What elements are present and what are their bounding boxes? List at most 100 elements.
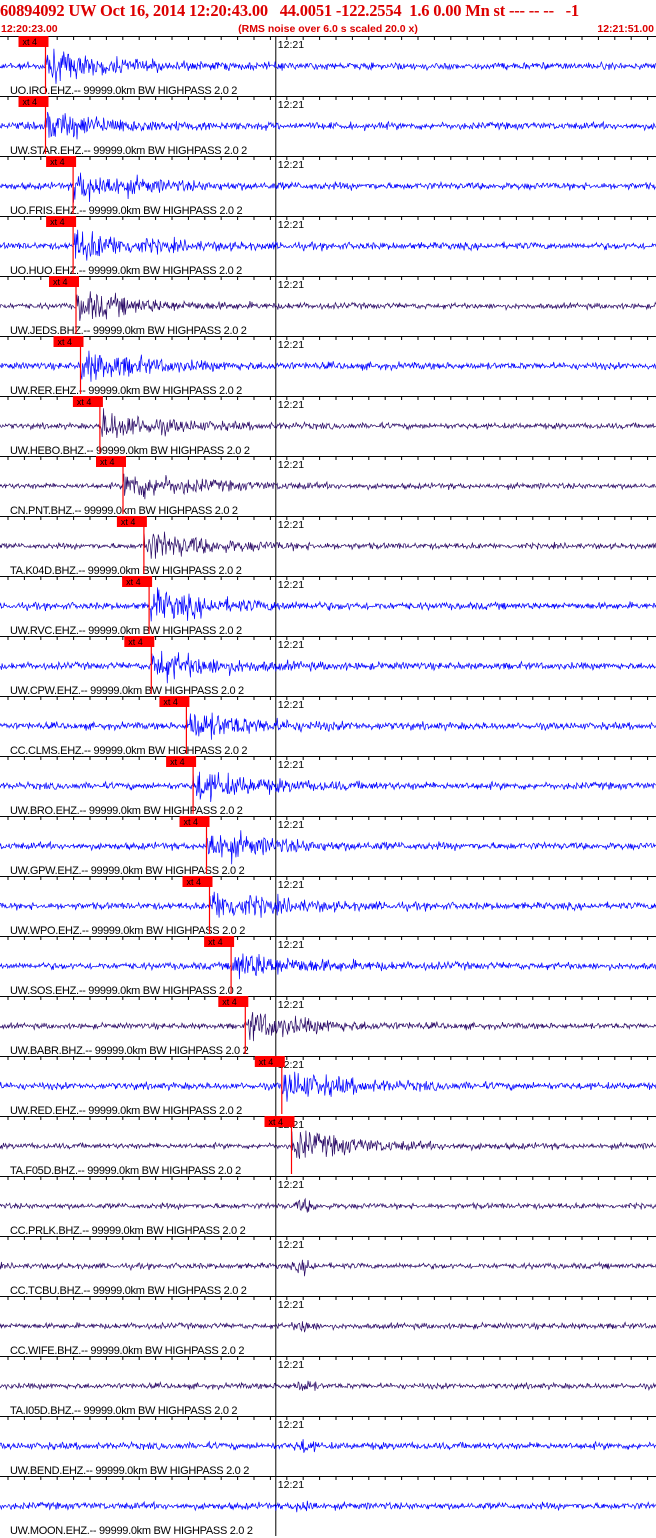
- pick-label: xt 4: [58, 337, 73, 347]
- station-label: UO.HUO.EHZ.-- 99999.0km BW HIGHPASS 2.0 …: [10, 265, 242, 277]
- trace-panel: 12:21 UW.RER.EHZ.-- 99999.0km BW HIGHPASS…: [0, 336, 656, 397]
- minute-label: 12:21: [278, 1479, 304, 1491]
- trace-panel: 12:21 UW.BABR.BHZ.-- 99999.0km BW HIGHPAS…: [0, 996, 656, 1057]
- trace-panel: 12:21 CC.TCBU.BHZ.-- 99999.0km BW HIGHPAS…: [0, 1236, 656, 1297]
- pick-marker: [254, 1056, 285, 1067]
- minute-label: 12:21: [278, 1419, 304, 1431]
- minute-label: 12:21: [278, 879, 304, 891]
- station-label: UW.RVC.EHZ.-- 99999.0km BW HIGHPASS 2.0 …: [10, 625, 242, 637]
- minute-label: 12:21: [278, 819, 304, 831]
- waveform: [0, 172, 656, 203]
- station-label: UW.RED.EHZ.-- 99999.0km BW HIGHPASS 2.0 …: [10, 1105, 242, 1117]
- station-label: UW.BRO.EHZ.-- 99999.0km BW HIGHPASS 2.0 …: [10, 805, 243, 817]
- waveform: [0, 1259, 656, 1277]
- minute-label: 12:21: [278, 759, 304, 771]
- pick-marker: [159, 696, 190, 707]
- waveform: [0, 350, 656, 382]
- pick-marker: [46, 156, 77, 167]
- station-label: CN.PNT.BHZ.-- 99999.0km BW HIGHPASS 2.0 …: [10, 505, 238, 517]
- pick-label: xt 4: [128, 637, 143, 647]
- pick-label: xt 4: [208, 937, 223, 947]
- station-label: CC.TCBU.BHZ.-- 99999.0km BW HIGHPASS 2.0…: [10, 1285, 247, 1297]
- waveform: [0, 1197, 656, 1213]
- trace-panel: 12:21 UW.CPW.EHZ.-- 99999.0km BW HIGHPASS…: [0, 636, 656, 697]
- waveform: [0, 1380, 656, 1391]
- station-label: UW.SOS.EHZ.-- 99999.0km BW HIGHPASS 2.0 …: [10, 985, 242, 997]
- waveform: [0, 712, 656, 740]
- waveform: [0, 291, 656, 321]
- pick-marker: [122, 576, 153, 587]
- waveform: [0, 1439, 656, 1453]
- trace-panel: 12:21 TA.I05D.BHZ.-- 99999.0km BW HIGHPAS…: [0, 1356, 656, 1417]
- minute-label: 12:21: [278, 999, 304, 1011]
- pick-marker: [218, 996, 249, 1007]
- waveform: [0, 531, 656, 559]
- trace-panel: 12:21 UW.MOON.EHZ.-- 99999.0km BW HIGHPAS…: [0, 1476, 656, 1537]
- trace-panel: 12:21 CC.CLMS.EHZ.-- 99999.0km BW HIGHPAS…: [0, 696, 656, 757]
- minute-label: 12:21: [278, 399, 304, 411]
- waveform: [0, 830, 656, 865]
- pick-label: xt 4: [126, 577, 141, 587]
- minute-label: 12:21: [278, 339, 304, 351]
- trace-panel: 12:21 UW.SOS.EHZ.-- 99999.0km BW HIGHPASS…: [0, 936, 656, 997]
- rms-note: (RMS noise over 6.0 s scaled 20.0 x): [238, 23, 418, 35]
- page-title: 60894092 UW Oct 16, 2014 12:20:43.00 44.…: [0, 1, 579, 20]
- trace-panel: 12:21 CC.WIFE.BHZ.-- 99999.0km BW HIGHPAS…: [0, 1296, 656, 1357]
- station-label: UW.CPW.EHZ.-- 99999.0km BW HIGHPASS 2.0 …: [10, 685, 244, 697]
- station-label: UW.MOON.EHZ.-- 99999.0km BW HIGHPASS 2.0…: [10, 1525, 253, 1537]
- minute-label: 12:21: [278, 1179, 304, 1191]
- minute-label: 12:21: [278, 639, 304, 651]
- trace-panel: 12:21 UW.BRO.EHZ.-- 99999.0km BW HIGHPASS…: [0, 756, 656, 817]
- pick-marker: [46, 216, 77, 227]
- waveform: [0, 953, 656, 980]
- station-label: CC.CLMS.EHZ.-- 99999.0km BW HIGHPASS 2.0…: [10, 745, 247, 757]
- station-label: CC.WIFE.BHZ.-- 99999.0km BW HIGHPASS 2.0…: [10, 1345, 244, 1357]
- minute-label: 12:21: [278, 459, 304, 471]
- pick-label: xt 4: [187, 877, 202, 887]
- trace-panel: 12:21 UO.IRO.EHZ.-- 99999.0km BW HIGHPASS…: [0, 36, 656, 97]
- pick-marker: [116, 516, 147, 527]
- pick-label: xt 4: [50, 157, 65, 167]
- pick-marker: [49, 276, 79, 287]
- minute-label: 12:21: [278, 519, 304, 531]
- station-label: UW.BEND.EHZ.-- 99999.0km BW HIGHPASS 2.0…: [10, 1465, 249, 1477]
- waveform: [0, 1500, 656, 1513]
- pick-marker: [124, 636, 155, 647]
- pick-label: xt 4: [23, 97, 38, 107]
- minute-label: 12:21: [278, 1239, 304, 1251]
- trace-panel: 12:21 UW.HEBO.BHZ.-- 99999.0km BW HIGHPAS…: [0, 396, 656, 457]
- waveform: [0, 111, 656, 140]
- pick-label: xt 4: [170, 757, 185, 767]
- minute-label: 12:21: [278, 219, 304, 231]
- station-label: UO.FRIS.EHZ.-- 99999.0km BW HIGHPASS 2.0…: [10, 205, 242, 217]
- end-time-label: 12:21:51.00: [597, 23, 654, 35]
- pick-marker: [18, 96, 49, 107]
- minute-label: 12:21: [278, 99, 304, 111]
- pick-label: xt 4: [269, 1117, 284, 1127]
- station-label: UW.RER.EHZ.-- 99999.0km BW HIGHPASS 2.0 …: [10, 385, 242, 397]
- station-label: CC.PRLK.BHZ.-- 99999.0km BW HIGHPASS 2.0…: [10, 1225, 246, 1237]
- pick-label: xt 4: [184, 817, 199, 827]
- station-label: UW.BABR.BHZ.-- 99999.0km BW HIGHPASS 2.0…: [10, 1045, 249, 1057]
- pick-label: xt 4: [100, 457, 115, 467]
- station-label: UW.HEBO.BHZ.-- 99999.0km BW HIGHPASS 2.0…: [10, 445, 250, 457]
- pick-marker: [96, 456, 126, 467]
- waveform: [0, 1321, 656, 1333]
- waveform: [0, 891, 656, 918]
- pick-marker: [264, 1116, 295, 1127]
- waveform: [0, 229, 656, 261]
- waveform: [0, 771, 656, 803]
- waveform: [0, 48, 656, 84]
- trace-panel: 12:21 UW.STAR.EHZ.-- 99999.0km BW HIGHPAS…: [0, 96, 656, 157]
- station-label: TA.K04D.BHZ.-- 99999.0km BW HIGHPASS 2.0…: [10, 565, 242, 577]
- trace-panel: 12:21 UW.RVC.EHZ.-- 99999.0km BW HIGHPASS…: [0, 576, 656, 637]
- trace-panel: 12:21 UO.FRIS.EHZ.-- 99999.0km BW HIGHPAS…: [0, 156, 656, 217]
- pick-label: xt 4: [23, 37, 38, 47]
- waveform: [0, 1071, 656, 1102]
- pick-label: xt 4: [50, 217, 65, 227]
- pick-marker: [166, 756, 197, 767]
- station-label: TA.I05D.BHZ.-- 99999.0km BW HIGHPASS 2.0…: [10, 1405, 237, 1417]
- minute-label: 12:21: [278, 279, 304, 291]
- station-label: UW.GPW.EHZ.-- 99999.0km BW HIGHPASS 2.0 …: [10, 865, 245, 877]
